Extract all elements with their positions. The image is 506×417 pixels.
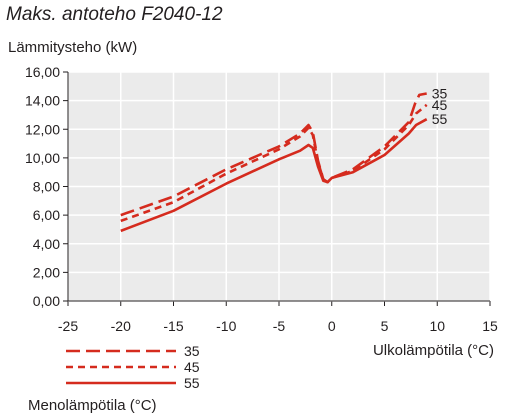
series-end-label-55: 55 [432, 111, 448, 127]
y-tick-label: 4,00 [33, 236, 60, 252]
x-tick-label: -15 [163, 318, 183, 334]
x-tick-label: 15 [482, 318, 498, 334]
x-tick-label: 5 [381, 318, 389, 334]
chart-title: Maks. antoteho F2040-12 [6, 4, 223, 25]
series-end-label-35: 35 [432, 85, 448, 101]
legend-title: Menolämpötila (°C) [28, 397, 157, 414]
x-tick-label: 10 [429, 318, 445, 334]
y-tick-label: 2,00 [33, 264, 60, 280]
x-axis-label: Ulkolämpötila (°C) [373, 342, 494, 359]
x-tick-label: -25 [58, 318, 78, 334]
x-tick-label: -10 [216, 318, 236, 334]
x-tick-label: -20 [111, 318, 131, 334]
x-tick-label: -5 [273, 318, 286, 334]
y-axis-label: Lämmitysteho (kW) [8, 39, 137, 56]
legend-label-45: 45 [184, 359, 200, 375]
y-tick-label: 6,00 [33, 207, 60, 223]
y-tick-label: 12,00 [25, 121, 60, 137]
series-end-label-45: 45 [432, 97, 448, 113]
series-line-55 [120, 118, 428, 233]
legend-label-55: 55 [184, 375, 200, 391]
tick-labels: -25 -20 -15 -10 -5 0 5 10 15 0,00 2,00 4,00 6,00 8,00… [25, 64, 498, 334]
y-tick-label: 10,00 [25, 150, 60, 166]
axes [67, 72, 490, 302]
legend-label-35: 35 [184, 343, 200, 359]
y-tick-label: 8,00 [33, 179, 60, 195]
x-tick-label: 0 [328, 318, 336, 334]
y-tick-label: 14,00 [25, 93, 60, 109]
y-tick-label: 0,00 [33, 293, 60, 309]
y-tick-label: 16,00 [25, 64, 60, 80]
